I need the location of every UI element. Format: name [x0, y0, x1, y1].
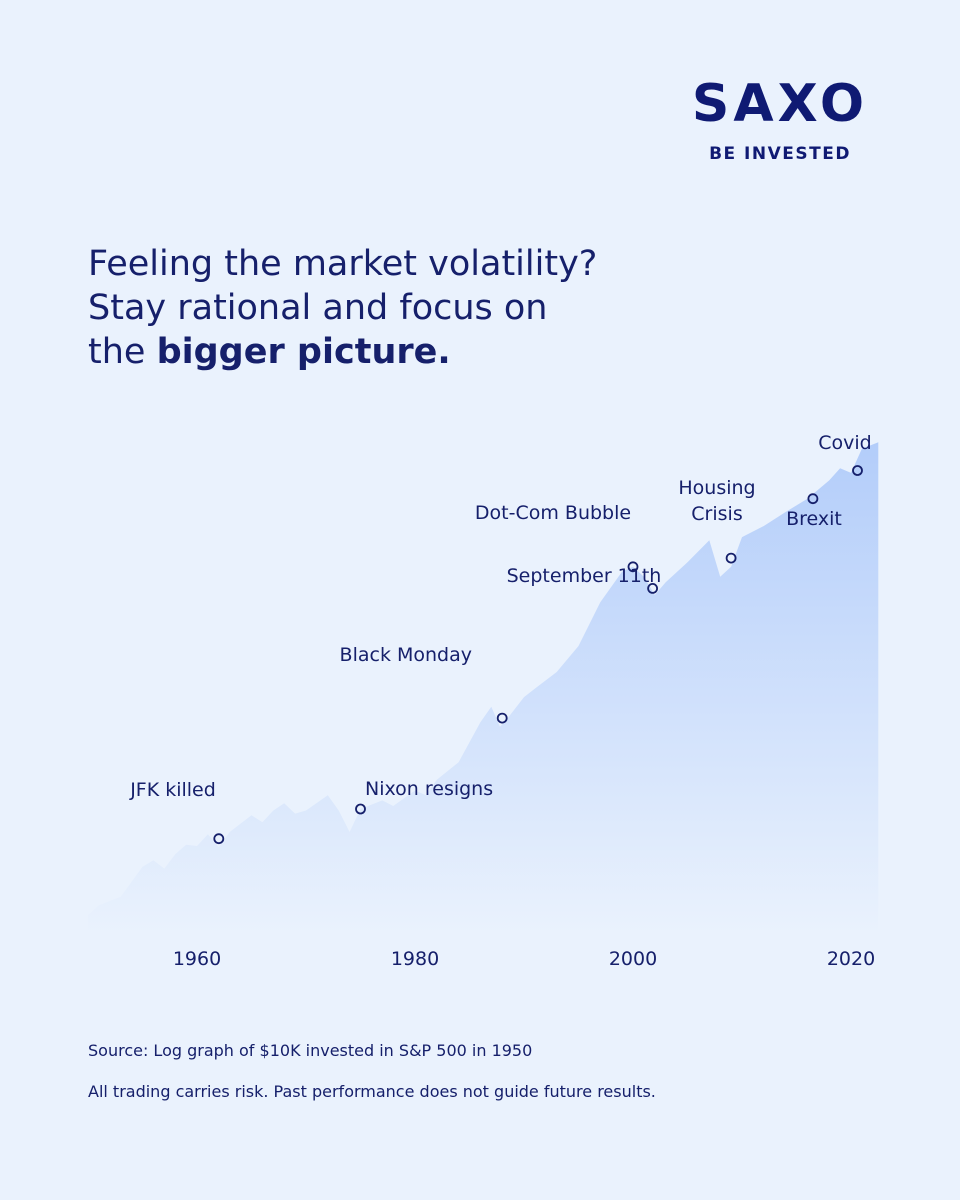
x-tick-label-1980: 1980	[391, 948, 439, 970]
event-marker-housing-crisis	[725, 552, 737, 564]
event-marker-september-11th	[647, 583, 658, 594]
x-axis-ticks: 1960 1980 2000 2020	[173, 948, 875, 970]
event-label-covid: Covid	[818, 432, 871, 454]
event-marker-black-monday	[496, 712, 508, 724]
risk-disclaimer: All trading carries risk. Past performan…	[88, 1082, 656, 1101]
sp500-area	[88, 442, 879, 935]
sp500-log-chart: 1960 1980 2000 2020 JFK killed Nixon resigns…	[88, 432, 879, 970]
headline: Feeling the market volatility? Stay rati…	[88, 242, 597, 374]
event-label-jfk-killed: JFK killed	[129, 779, 216, 801]
headline-line-3: the bigger picture.	[88, 330, 597, 374]
x-tick-label-2000: 2000	[609, 948, 657, 970]
x-tick-label-1960: 1960	[173, 948, 221, 970]
headline-emphasis: bigger picture.	[156, 332, 451, 372]
brand-logo: SAXO BE INVESTED	[685, 78, 875, 164]
event-annotations: JFK killed Nixon resigns Black Monday Dot-C…	[129, 432, 872, 845]
x-tick-label-2020: 2020	[827, 948, 875, 970]
event-marker-covid	[852, 465, 863, 476]
event-label-black-monday: Black Monday	[340, 644, 472, 666]
event-marker-dot-com-bubble	[627, 561, 639, 573]
headline-line-1: Feeling the market volatility?	[88, 244, 598, 284]
headline-line-3-prefix: the	[88, 332, 157, 372]
event-marker-nixon-resigns	[355, 803, 366, 815]
event-label-nixon-resigns: Nixon resigns	[365, 778, 493, 800]
event-label-dot-com-bubble: Dot-Com Bubble	[475, 502, 631, 524]
event-label-brexit: Brexit	[786, 508, 842, 530]
source-note: Source: Log graph of $10K invested in S&…	[88, 1041, 533, 1060]
event-label-september-11th: September 11th	[507, 565, 662, 587]
event-label-housing-crisis: Housing Crisis	[678, 477, 755, 525]
event-marker-jfk-killed	[213, 833, 225, 845]
brand-tagline: BE INVESTED	[709, 144, 851, 164]
event-marker-brexit	[807, 493, 819, 505]
headline-line-2: Stay rational and focus on	[88, 288, 548, 328]
brand-name: SAXO	[691, 74, 869, 134]
